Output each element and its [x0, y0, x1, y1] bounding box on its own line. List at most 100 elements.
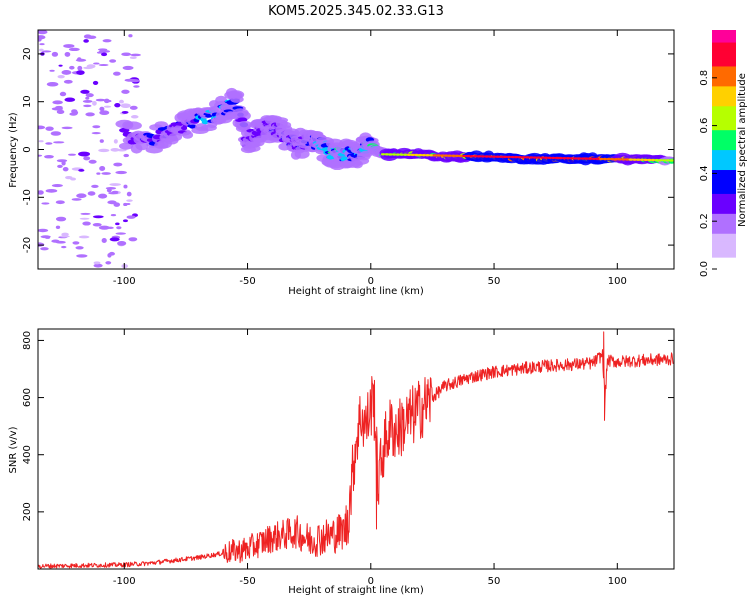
colorbar-cell — [712, 141, 736, 147]
snr-x-tick-label: 100 — [608, 576, 627, 587]
colorbar-cell — [712, 57, 736, 63]
spectrogram-noise-blob — [126, 199, 133, 202]
spectrogram-core-blob — [580, 157, 585, 160]
snr-y-ticks: 200 400 600 800 — [22, 331, 674, 521]
spectrogram-core-blob — [661, 159, 667, 162]
spectrogram-core-blob — [465, 154, 471, 158]
spectrogram-core-blob — [414, 153, 419, 157]
colorbar-cell — [712, 81, 736, 87]
spectrogram-noise-blob — [38, 154, 43, 157]
spectrogram-noise-blob — [96, 172, 101, 175]
spectrogram-noise-blob — [110, 147, 120, 152]
spectrogram-noise-blob — [56, 109, 65, 114]
snr-y-tick-label: 400 — [22, 445, 33, 464]
spectrogram-noise-blob — [85, 112, 95, 117]
spectrogram-noise-blob — [99, 110, 110, 116]
spectrogram-noise-blob — [113, 139, 118, 144]
spectrogram-noise-blob — [61, 126, 73, 130]
colorbar-cell — [712, 145, 736, 151]
spectrogram-noise-blob — [45, 126, 54, 131]
colorbar-cell — [712, 205, 736, 210]
spectrogram-noise-blob — [99, 106, 105, 112]
spectrogram-noise-blob — [101, 237, 107, 243]
spectrogram-core-blob — [639, 158, 645, 162]
spectrogram-halo-blob — [182, 131, 194, 139]
colorbar-cell — [712, 161, 736, 167]
spectrogram-noise-blob — [92, 125, 101, 129]
spectrogram-core-blob — [543, 156, 549, 159]
spectrogram-noise-blob — [126, 191, 132, 197]
spectrogram-noise-blob — [78, 151, 91, 157]
spectrogram-noise-blob — [82, 99, 93, 103]
colorbar-cell — [712, 225, 736, 230]
spectrogram-core-blob — [654, 158, 659, 162]
spectrogram-core-blob — [384, 153, 390, 156]
spectrogram-heat-layer — [38, 30, 674, 269]
spectrogram-core-blob — [658, 159, 663, 162]
snr-x-tick-label: -50 — [239, 576, 255, 587]
spectrogram-core-blob — [591, 157, 597, 160]
spectrogram-noise-blob — [130, 53, 141, 57]
spectrogram-noise-blob — [68, 153, 76, 156]
spectrogram-noise-blob — [114, 102, 121, 108]
snr-series-line — [38, 331, 674, 569]
spectrogram-core-blob — [462, 154, 467, 158]
spectrogram-core-blob — [395, 153, 401, 156]
spectrogram-core-blob — [421, 153, 426, 157]
spectrogram-core-blob — [477, 155, 482, 158]
spectrogram-noise-blob — [99, 165, 106, 171]
spectrogram-noise-blob — [98, 49, 111, 53]
spectrogram-noise-blob — [107, 200, 117, 205]
spectrogram-noise-blob — [110, 213, 117, 217]
spectrogram-halo-blob — [124, 121, 142, 130]
colorbar-cell — [712, 153, 736, 159]
colorbar-cell — [712, 169, 736, 174]
spectrogram-noise-blob — [107, 226, 114, 230]
spectrogram-noise-blob — [103, 98, 110, 104]
colorbar-cell — [712, 93, 736, 99]
spectrogram-core-blob — [499, 155, 504, 159]
snr-frame — [37, 328, 675, 570]
spectrogram-noise-blob — [75, 246, 84, 250]
spectrogram-noise-blob — [109, 237, 120, 242]
spectrogram-noise-blob — [82, 221, 91, 226]
spectrogram-core-blob — [392, 153, 397, 156]
colorbar-cell — [712, 249, 736, 254]
colorbar: 0.0 0.2 0.4 0.6 0.8 Normalized spectral ampl… — [699, 30, 748, 277]
spectrogram-core-blob — [436, 154, 441, 157]
spectrogram-x-ticks: -100 -50 0 50 100 — [113, 30, 627, 287]
spectrogram-core-blob — [636, 158, 641, 161]
spectrogram-core-blob — [432, 154, 438, 157]
spectrogram-noise-blob — [98, 225, 110, 230]
spectrogram-halo-blob — [237, 120, 253, 129]
colorbar-cell — [712, 221, 736, 226]
spectrogram-noise-blob — [80, 89, 90, 94]
spectrogram-core-blob — [506, 155, 512, 159]
snr-y-tick-label: 600 — [22, 388, 33, 407]
spectrogram-halo-blob — [119, 142, 134, 150]
spectrogram-y-tick-label: 20 — [22, 48, 33, 61]
spectrogram-core-blob — [587, 157, 593, 160]
snr-x-tick-label: -100 — [113, 576, 136, 587]
spectrogram-noise-blob — [51, 184, 63, 188]
spectrogram-noise-blob — [105, 261, 112, 265]
spectrogram-noise-blob — [119, 99, 124, 104]
spectrogram-noise-blob — [115, 232, 126, 235]
snr-x-tick-label: 0 — [368, 576, 374, 587]
spectrogram-noise-blob — [113, 162, 123, 167]
spectrogram-core-blob — [428, 154, 434, 157]
spectrogram-noise-blob — [129, 56, 137, 60]
spectrogram-noise-blob — [128, 34, 133, 38]
colorbar-cell — [712, 245, 736, 250]
spectrogram-noise-blob — [121, 52, 132, 57]
spectrogram-halo-blob — [230, 95, 244, 103]
colorbar-cell — [712, 77, 736, 83]
spectrogram-x-tick-label: 0 — [368, 276, 374, 287]
spectrogram-core-blob — [454, 154, 460, 158]
spectrogram-core-blob — [628, 158, 634, 161]
spectrogram-core-blob — [562, 156, 567, 160]
spectrogram-noise-blob — [95, 98, 106, 102]
spectrogram-core-blob — [621, 158, 626, 161]
spectrogram-core-blob — [469, 154, 475, 158]
spectrogram-noise-blob — [124, 78, 136, 82]
